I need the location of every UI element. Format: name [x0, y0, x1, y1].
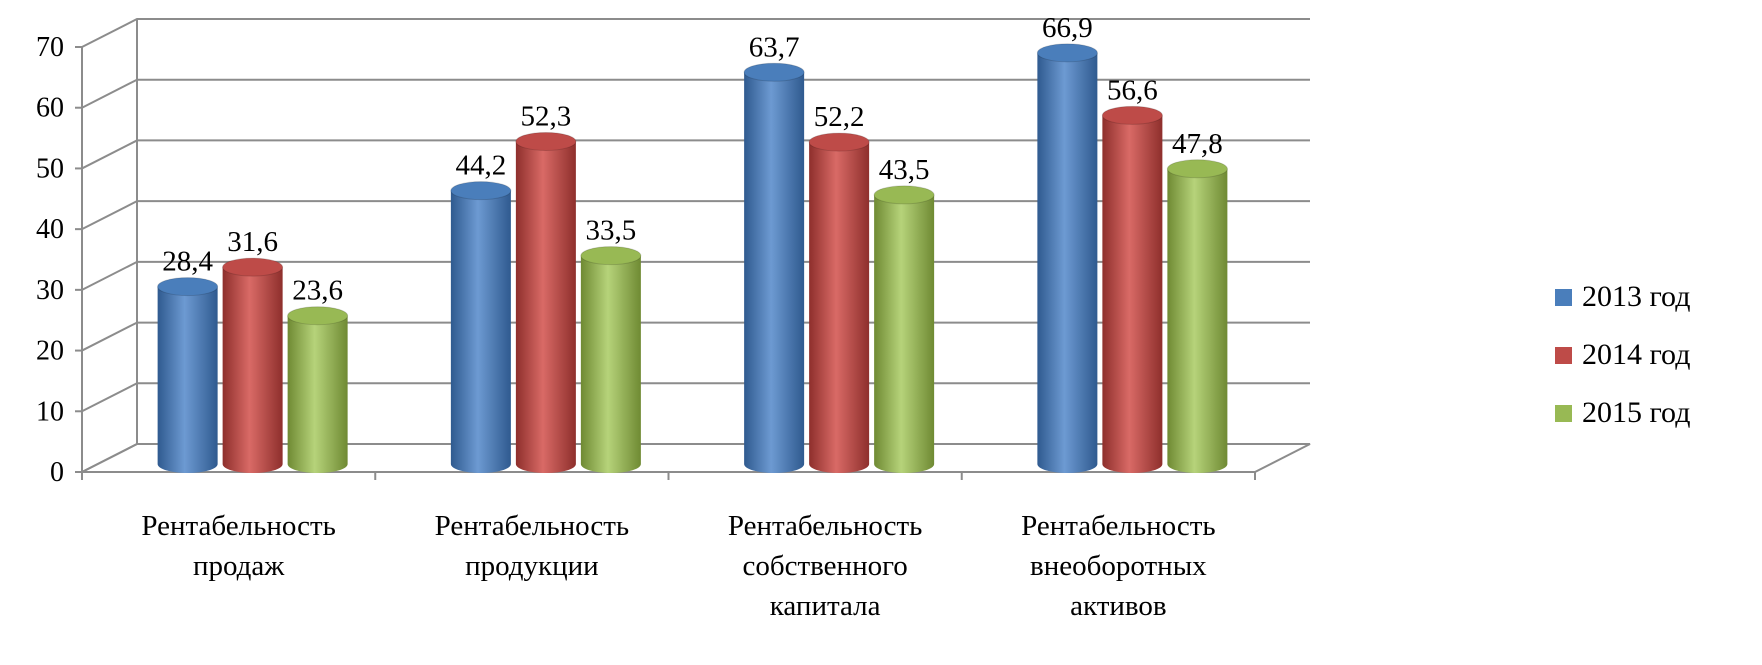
y-tick-label: 30	[36, 275, 64, 306]
y-tick-label: 10	[36, 396, 64, 427]
bar-top-2-0	[743, 62, 805, 82]
legend-label-2013: 2013 год	[1582, 280, 1691, 313]
x-tick-label: продукции	[465, 550, 599, 582]
legend-swatch-2014	[1555, 346, 1572, 364]
gridline	[81, 18, 1310, 48]
bar-top-0-1	[222, 257, 284, 277]
bar-2-1	[809, 142, 870, 474]
x-tick-label: внеоборотных	[1030, 550, 1207, 582]
bar-top-3-1	[1101, 105, 1163, 125]
bar-top-1-0	[450, 181, 512, 201]
bar-top-3-0	[1036, 43, 1098, 63]
x-tick-label: Рентабельность	[435, 510, 630, 542]
data-label: 28,4	[162, 246, 213, 278]
bar-2-2	[874, 194, 935, 473]
bar-3-2	[1167, 168, 1228, 474]
bar-top-1-2	[580, 246, 642, 266]
bar-3-0	[1037, 52, 1098, 473]
y-tick-label: 50	[36, 153, 64, 184]
bar-top-0-2	[287, 306, 349, 326]
data-label: 47,8	[1172, 128, 1223, 160]
data-label: 66,9	[1042, 12, 1093, 44]
legend-swatch-2015	[1555, 404, 1572, 422]
bar-top-0-0	[157, 277, 219, 297]
bar-top-1-1	[515, 131, 577, 151]
bar-top-3-2	[1166, 159, 1228, 179]
y-tick-label: 0	[50, 457, 64, 488]
bar-top-2-2	[873, 185, 935, 205]
data-label: 33,5	[586, 215, 637, 247]
legend-label-2015: 2015 год	[1582, 396, 1691, 429]
legend: 2013 год 2014 год 2015 год	[1555, 268, 1690, 442]
gridline	[81, 139, 1310, 170]
data-label: 43,5	[879, 154, 930, 186]
data-label: 44,2	[456, 150, 507, 182]
legend-item-2015: 2015 год	[1555, 384, 1690, 442]
bar-0-1	[222, 267, 283, 473]
bar-3-1	[1102, 115, 1163, 473]
x-tick-label: продаж	[193, 550, 285, 582]
x-tick-label: Рентабельность	[728, 510, 923, 542]
bar-1-1	[515, 141, 576, 473]
data-label: 52,2	[814, 101, 865, 133]
y-tick-label: 60	[36, 93, 64, 124]
bar-2-0	[744, 72, 805, 473]
legend-swatch-2013	[1555, 288, 1572, 306]
legend-label-2014: 2014 год	[1582, 338, 1691, 371]
x-tick-label: Рентабельность	[141, 510, 336, 542]
y-tick-label: 20	[36, 336, 64, 367]
y-tick-label: 70	[36, 32, 64, 63]
data-label: 56,6	[1107, 74, 1158, 106]
y-tick-label: 40	[36, 214, 64, 245]
legend-item-2013: 2013 год	[1555, 268, 1690, 326]
data-label: 31,6	[227, 226, 278, 258]
x-tick-label: капитала	[770, 590, 881, 622]
x-tick-label: Рентабельность	[1021, 510, 1216, 542]
legend-item-2014: 2014 год	[1555, 326, 1690, 384]
bar-0-2	[287, 315, 348, 473]
bar-top-2-1	[808, 132, 870, 152]
data-label: 23,6	[292, 275, 343, 307]
bar-1-2	[580, 255, 641, 473]
bar-1-0	[450, 190, 511, 473]
data-label: 63,7	[749, 31, 800, 63]
bar-0-0	[157, 286, 218, 473]
x-tick-label: активов	[1070, 590, 1166, 622]
x-tick-label: собственного	[742, 550, 907, 582]
gridline	[81, 78, 1310, 109]
data-label: 52,3	[521, 100, 572, 132]
